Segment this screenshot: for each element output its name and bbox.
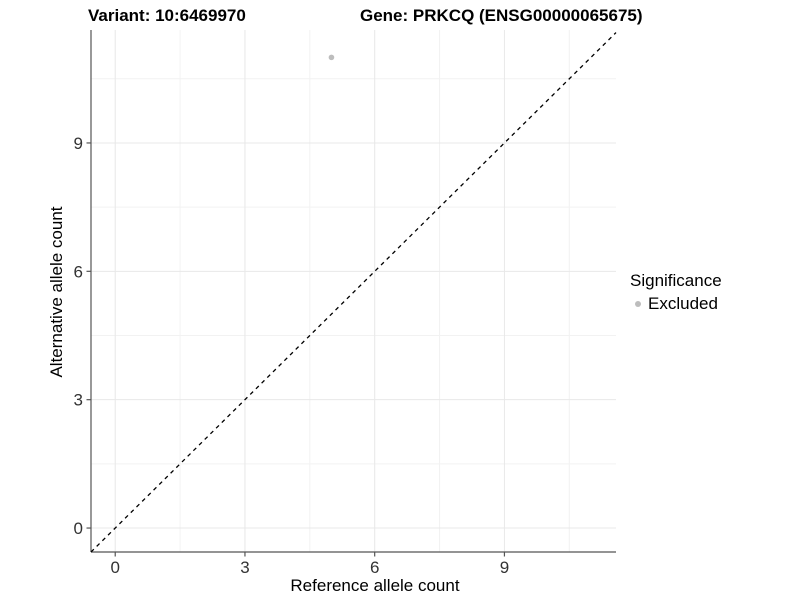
x-tick-label: 9: [500, 558, 509, 577]
x-tick-label: 6: [370, 558, 379, 577]
gene-title: Gene: PRKCQ (ENSG00000065675): [360, 6, 643, 25]
legend-title: Significance: [630, 271, 722, 290]
x-tick-label: 0: [110, 558, 119, 577]
legend: Significance Excluded: [630, 271, 722, 314]
variant-title: Variant: 10:6469970: [88, 6, 246, 25]
identity-dashed-line: [90, 32, 617, 553]
legend-item-label: Excluded: [648, 294, 718, 313]
y-tick-label: 0: [74, 519, 83, 538]
excluded-point-icon: [635, 301, 641, 307]
legend-item-excluded: Excluded: [630, 294, 722, 314]
data-point-excluded: [328, 54, 335, 61]
y-tick-label: 3: [74, 391, 83, 410]
x-axis-title: Reference allele count: [290, 576, 460, 595]
y-tick-label: 6: [74, 262, 83, 281]
x-tick-label: 3: [240, 558, 249, 577]
y-tick-label: 9: [74, 134, 83, 153]
y-axis-title: Alternative allele count: [47, 206, 66, 378]
